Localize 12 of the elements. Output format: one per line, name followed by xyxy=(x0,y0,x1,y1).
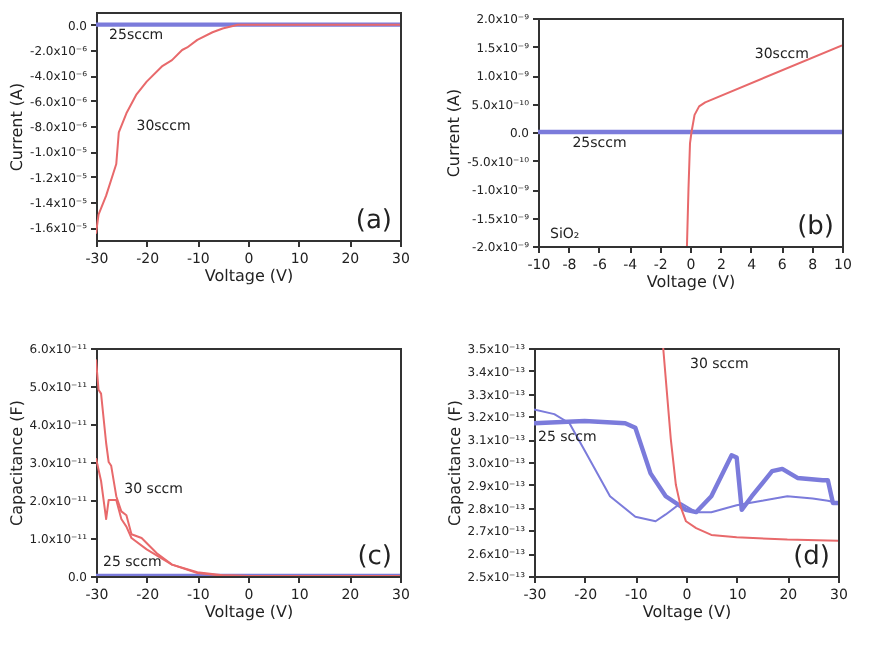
y-axis-title: Capacitance (F) xyxy=(445,400,464,526)
annotation: (c) xyxy=(357,542,392,572)
annotation: (b) xyxy=(797,212,834,242)
y-axis-title: Current (A) xyxy=(8,82,27,172)
x-axis-title: Voltage (V) xyxy=(204,267,294,285)
y-axis-title: Current (A) xyxy=(445,88,464,178)
x-axis-title: Voltage (V) xyxy=(646,273,736,291)
annotation: (d) xyxy=(793,542,830,572)
annotation: (a) xyxy=(355,206,392,236)
x-axis-title: Voltage (V) xyxy=(204,603,294,621)
x-axis-title: Voltage (V) xyxy=(642,603,732,621)
y-axis-title: Capacitance (F) xyxy=(7,400,26,526)
